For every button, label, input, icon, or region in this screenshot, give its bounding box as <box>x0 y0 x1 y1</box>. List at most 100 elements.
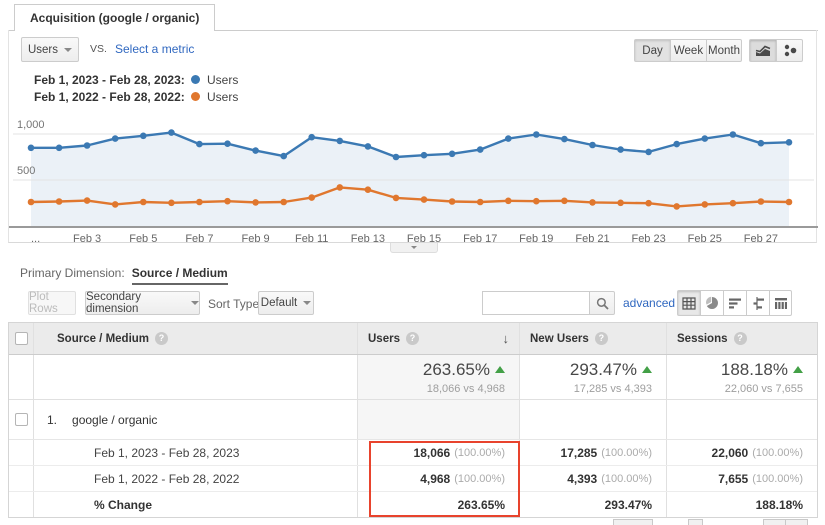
data-point <box>533 131 540 138</box>
data-point <box>83 197 91 204</box>
header-users[interactable]: Users ? ↓ <box>357 323 519 354</box>
data-point <box>392 194 400 202</box>
granularity-day-button[interactable]: Day <box>634 39 670 62</box>
header-sessions[interactable]: Sessions ? <box>666 323 817 354</box>
secondary-dimension-dropdown[interactable]: Secondary dimension <box>85 291 200 315</box>
data-point <box>83 142 91 149</box>
summary-users-vs: 18,066 vs 4,968 <box>426 382 505 395</box>
advanced-search-link[interactable]: advanced <box>623 296 676 310</box>
table-row: 1. google / organic <box>9 400 817 440</box>
data-point <box>505 135 512 142</box>
y-axis-tick-label: 500 <box>17 165 35 177</box>
percent-change-label: % Change <box>33 492 357 517</box>
series-dot-blue-icon <box>191 75 200 84</box>
data-point <box>168 199 175 207</box>
data-point <box>364 186 372 193</box>
search-icon <box>596 297 609 310</box>
header-users-label: Users <box>368 332 400 345</box>
y-axis-tick-label: 1,000 <box>17 119 45 131</box>
data-point <box>111 135 119 142</box>
data-point <box>224 140 231 147</box>
summary-new-users-vs: 17,285 vs 4,393 <box>573 382 652 395</box>
data-point <box>589 199 596 206</box>
granularity-month-button[interactable]: Month <box>706 39 742 62</box>
select-all-checkbox[interactable] <box>14 332 28 345</box>
x-axis-tick-label: Feb 19 <box>519 233 553 245</box>
horizontal-bars-icon <box>729 298 741 308</box>
summary-row: 263.65% 18,066 vs 4,968 293.47% 17,285 v… <box>9 355 817 400</box>
rows-per-page-selector[interactable] <box>613 519 653 525</box>
data-point <box>757 198 765 205</box>
motion-chart-button[interactable] <box>776 39 803 62</box>
help-icon[interactable]: ? <box>405 332 419 345</box>
data-point <box>336 184 344 191</box>
help-icon[interactable]: ? <box>155 332 169 345</box>
data-table-view-button[interactable] <box>677 290 700 316</box>
pie-chart-icon <box>706 296 718 309</box>
page-indicator[interactable] <box>688 519 703 525</box>
sessions-2023-share: (100.00%) <box>752 446 803 459</box>
data-point <box>420 196 428 203</box>
series-line-1 <box>30 186 790 208</box>
summary-new-users-pct: 293.47% <box>569 359 637 379</box>
next-page-button[interactable] <box>785 519 808 525</box>
data-point <box>785 139 793 146</box>
increase-arrow-icon <box>793 366 803 373</box>
new-users-2023-share: (100.00%) <box>601 446 652 459</box>
select-a-metric-link[interactable]: Select a metric <box>115 42 195 56</box>
data-point <box>673 203 680 210</box>
table-header-row: Source / Medium ? Users ? ↓ New Users ? … <box>9 323 817 355</box>
data-point <box>701 201 709 208</box>
data-point <box>729 199 737 207</box>
chevron-down-icon <box>303 301 312 305</box>
pivot-view-button[interactable] <box>769 290 792 316</box>
vs-label: VS. <box>90 43 107 55</box>
header-sessions-label: Sessions <box>677 332 728 345</box>
data-point <box>280 152 288 160</box>
search-button[interactable] <box>589 291 615 315</box>
summary-sessions: 188.18% 22,060 vs 7,655 <box>666 355 817 399</box>
new-users-2022-share: (100.00%) <box>601 472 652 485</box>
primary-dimension-source-medium[interactable]: Source / Medium <box>131 266 228 285</box>
annotations-expander[interactable] <box>390 243 438 253</box>
plot-rows-button[interactable]: Plot Rows <box>28 291 76 315</box>
data-point <box>196 198 203 206</box>
help-icon[interactable]: ? <box>733 332 747 345</box>
tab-acquisition[interactable]: Acquisition (google / organic) <box>14 4 216 31</box>
help-icon[interactable]: ? <box>594 332 608 345</box>
x-axis-tick-label: Feb 15 <box>407 233 441 245</box>
series-dot-orange-icon <box>191 92 200 101</box>
sessions-2022-value: 7,655 <box>718 471 749 486</box>
granularity-week-button[interactable]: Week <box>670 39 706 62</box>
summary-users-pct: 263.65% <box>422 359 490 379</box>
metric-selector-dropdown[interactable]: Users <box>21 37 79 62</box>
metric-selector-label: Users <box>27 43 59 56</box>
sort-type-dropdown[interactable]: Default <box>258 291 314 315</box>
row-checkbox[interactable] <box>14 413 28 426</box>
users-2023-share: (100.00%) <box>454 446 505 459</box>
data-point <box>364 143 372 150</box>
legend-daterange-2023: Feb 1, 2023 - Feb 28, 2023: <box>34 72 185 87</box>
comparison-view-button[interactable] <box>746 290 769 316</box>
new-users-change-value: 293.47% <box>604 497 652 512</box>
timeseries-chart: 500 1,000... Feb 3 Feb 5 Feb 7 Feb 9 Feb 11 Feb… <box>9 119 818 245</box>
x-axis-tick-label: Feb 21 <box>575 233 609 245</box>
sessions-2023-value: 22,060 <box>711 445 749 460</box>
data-point <box>308 133 316 141</box>
prev-page-button[interactable] <box>763 519 786 525</box>
data-point <box>448 198 456 205</box>
table-view-toggle <box>677 290 792 316</box>
x-axis-tick-label: Feb 7 <box>185 233 213 245</box>
header-source-medium: Source / Medium ? <box>33 323 357 354</box>
line-chart-button[interactable] <box>749 39 776 62</box>
table-search-input[interactable] <box>482 291 589 315</box>
data-point <box>617 199 624 207</box>
users-2022-share: (100.00%) <box>454 472 505 485</box>
performance-view-button[interactable] <box>723 290 746 316</box>
data-point <box>336 137 344 145</box>
percentage-view-button[interactable] <box>700 290 723 316</box>
data-point <box>785 198 793 206</box>
data-point <box>252 147 259 154</box>
header-new-users[interactable]: New Users ? <box>519 323 666 354</box>
row-index: 1. <box>47 412 58 427</box>
